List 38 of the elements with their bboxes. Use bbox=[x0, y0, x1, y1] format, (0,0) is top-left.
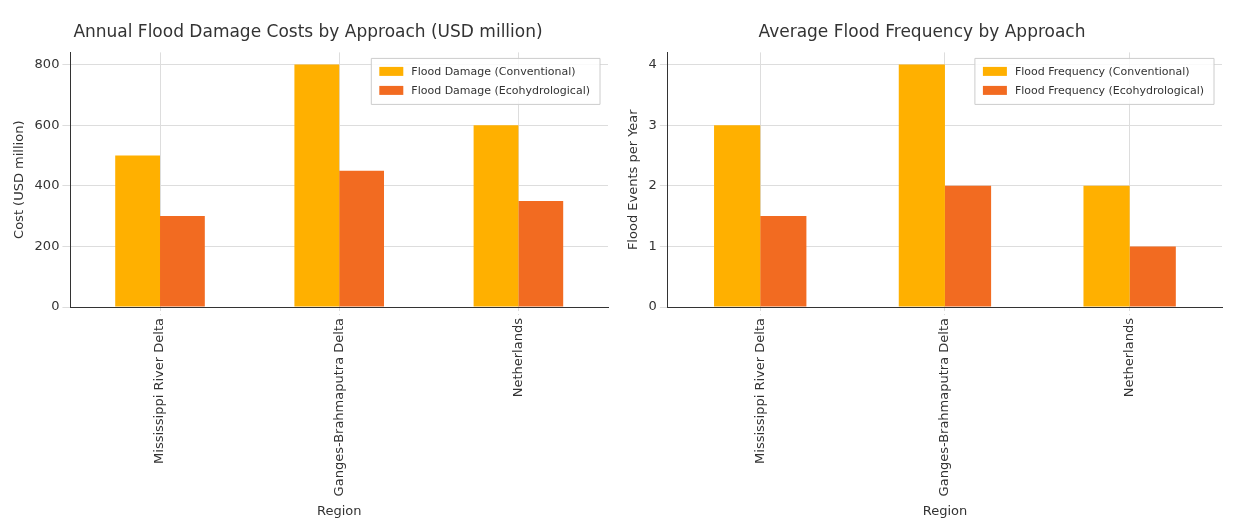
bar bbox=[339, 170, 385, 307]
legend-label: Flood Frequency (Ecohydrological) bbox=[1014, 83, 1205, 97]
bar bbox=[898, 64, 945, 307]
x-tick-label: Ganges-Brahmaputra Delta bbox=[936, 318, 952, 497]
bar bbox=[160, 216, 205, 307]
bar bbox=[944, 185, 992, 307]
legend-label: Flood Frequency (Conventional) bbox=[1014, 64, 1190, 78]
x-axis-title: Region bbox=[922, 502, 968, 518]
y-tick-label: 200 bbox=[34, 237, 60, 253]
y-axis-title: Flood Events per Year bbox=[625, 108, 641, 251]
x-tick-label: Mississippi River Delta bbox=[751, 318, 767, 464]
y-tick-label: 2 bbox=[648, 177, 657, 193]
chart-title: Average Flood Frequency by Approach bbox=[758, 20, 1086, 41]
bar bbox=[1083, 185, 1130, 307]
y-tick-label: 0 bbox=[51, 298, 60, 314]
x-axis-title: Region bbox=[316, 502, 362, 518]
x-tick-label: Ganges-Brahmaputra Delta bbox=[330, 318, 346, 497]
bar bbox=[294, 64, 340, 307]
y-tick-label: 600 bbox=[34, 116, 60, 132]
y-tick-label: 400 bbox=[34, 177, 60, 193]
bar bbox=[760, 216, 807, 307]
bar bbox=[518, 200, 564, 307]
y-tick-label: 0 bbox=[648, 298, 657, 314]
y-tick-label: 4 bbox=[648, 55, 657, 71]
bar bbox=[115, 155, 161, 307]
chart-title: Annual Flood Damage Costs by Approach (USD million) bbox=[73, 20, 543, 41]
x-tick-label: Netherlands bbox=[509, 317, 525, 398]
y-tick-label: 800 bbox=[34, 55, 60, 71]
legend-label: Flood Damage (Conventional) bbox=[411, 64, 576, 78]
y-axis-title: Cost (USD million) bbox=[11, 120, 27, 239]
x-tick-label: Netherlands bbox=[1121, 317, 1137, 398]
y-tick-label: 1 bbox=[648, 237, 657, 253]
bar bbox=[714, 125, 761, 307]
y-tick-label: 3 bbox=[648, 116, 657, 132]
legend-label: Flood Damage (Ecohydrological) bbox=[411, 83, 591, 97]
bar bbox=[473, 125, 519, 307]
x-tick-label: Mississippi River Delta bbox=[151, 318, 167, 464]
bar bbox=[1129, 246, 1176, 307]
